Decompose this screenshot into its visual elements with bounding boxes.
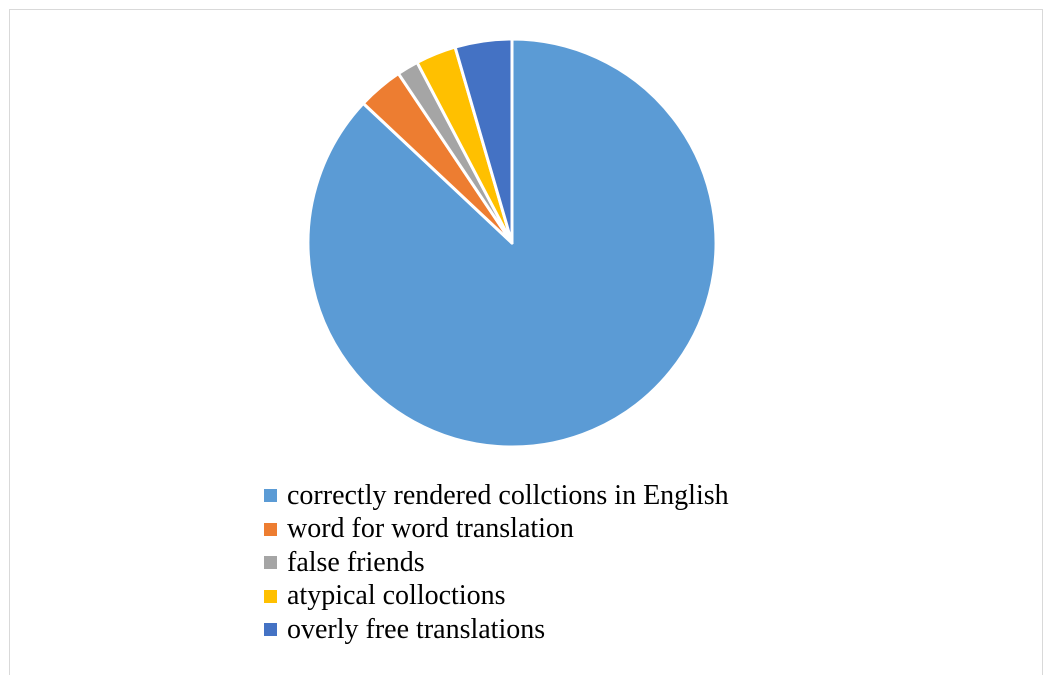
legend-item-2: false friends bbox=[264, 546, 729, 580]
legend-item-0: correctly rendered collctions in English bbox=[264, 479, 729, 513]
legend-item-1: word for word translation bbox=[264, 513, 729, 547]
legend-swatch bbox=[264, 556, 277, 570]
legend-label: word for word translation bbox=[287, 513, 574, 545]
pie-slices bbox=[306, 37, 718, 449]
legend-item-4: overly free translations bbox=[264, 613, 729, 647]
legend-swatch bbox=[264, 489, 277, 503]
legend-item-3: atypical colloctions bbox=[264, 580, 729, 614]
chart-legend: correctly rendered collctions in English… bbox=[264, 479, 729, 647]
pie-slice-4 bbox=[453, 37, 514, 245]
legend-swatch bbox=[264, 589, 277, 603]
legend-swatch bbox=[264, 623, 277, 637]
legend-label: correctly rendered collctions in English bbox=[287, 479, 729, 511]
legend-label: atypical colloctions bbox=[287, 580, 506, 612]
legend-label: overly free translations bbox=[287, 613, 546, 645]
legend-swatch bbox=[264, 522, 277, 536]
legend-label: false friends bbox=[287, 546, 425, 578]
